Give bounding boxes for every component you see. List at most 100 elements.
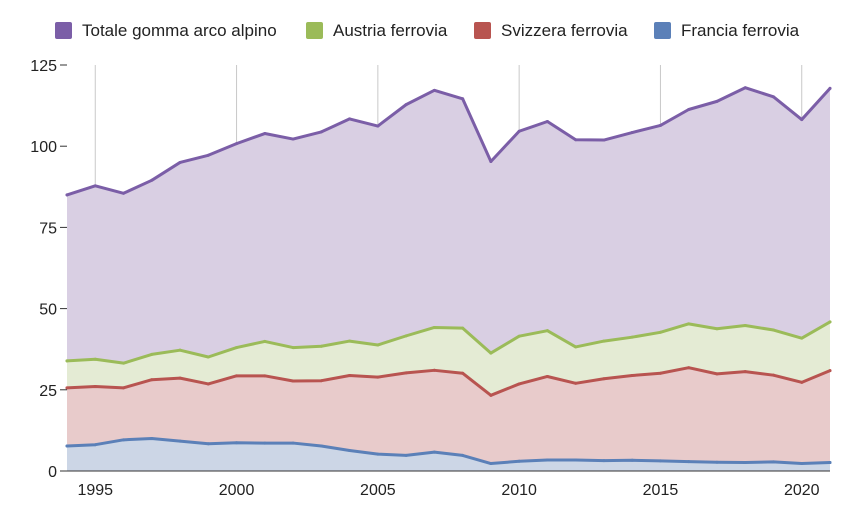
data-point-2-1998 (178, 348, 182, 352)
data-point-1-1997 (150, 178, 154, 182)
data-point-1-2008 (461, 97, 465, 101)
data-point-4-1996 (122, 438, 126, 442)
data-point-2-2007 (432, 325, 436, 329)
data-point-2-2003 (319, 344, 323, 348)
data-point-4-2017 (715, 460, 719, 464)
data-point-1-2005 (376, 124, 380, 128)
data-point-4-1999 (206, 442, 210, 446)
data-point-4-2021 (828, 461, 832, 465)
data-point-1-2002 (291, 137, 295, 141)
data-point-4-2007 (432, 450, 436, 454)
x-tick-label: 2010 (501, 482, 537, 499)
data-point-3-2021 (828, 369, 832, 373)
data-point-4-2018 (743, 461, 747, 465)
data-point-4-2020 (800, 462, 804, 466)
legend-item-francia-ferrovia: Francia ferrovia (654, 21, 800, 40)
data-point-2-2017 (715, 327, 719, 331)
legend-swatch (55, 22, 72, 39)
data-point-2-2001 (263, 339, 267, 343)
data-point-2-2013 (602, 339, 606, 343)
line-totale-gomma-arco-alpino (65, 86, 832, 197)
data-point-1-2015 (658, 123, 662, 127)
data-point-1-2006 (404, 103, 408, 107)
legend-label: Austria ferrovia (333, 21, 448, 40)
data-point-3-2012 (574, 381, 578, 385)
data-point-3-2015 (658, 371, 662, 375)
data-point-3-2007 (432, 368, 436, 372)
data-point-2-2012 (574, 345, 578, 349)
data-point-3-1995 (93, 385, 97, 389)
data-point-3-1996 (122, 386, 126, 390)
data-point-3-2014 (630, 374, 634, 378)
data-point-2-2005 (376, 343, 380, 347)
x-tick-label: 2015 (643, 482, 679, 499)
data-point-2-2014 (630, 335, 634, 339)
data-point-2-2021 (828, 320, 832, 324)
y-tick-label: 25 (39, 383, 57, 400)
data-point-2-2010 (517, 334, 521, 338)
data-point-1-2014 (630, 131, 634, 135)
y-tick-label: 50 (39, 302, 57, 319)
data-point-4-2002 (291, 441, 295, 445)
data-point-3-2001 (263, 374, 267, 378)
series-lines (65, 86, 832, 466)
legend-label: Francia ferrovia (681, 21, 800, 40)
data-point-1-2004 (348, 117, 352, 121)
legend-item-totale-gomma-arco-alpino: Totale gomma arco alpino (55, 21, 277, 40)
data-point-2-2011 (545, 329, 549, 333)
y-tick-label: 125 (30, 58, 57, 75)
data-point-1-2001 (263, 132, 267, 136)
axes: 0 25 50 75 100 125 1995 2000 2005 2010 2015 2020 (30, 58, 830, 499)
data-point-3-2019 (771, 373, 775, 377)
data-point-3-2000 (235, 374, 239, 378)
data-point-4-1997 (150, 437, 154, 441)
data-point-1-1994 (65, 193, 69, 197)
legend-item-austria-ferrovia: Austria ferrovia (306, 21, 448, 40)
data-point-4-1995 (93, 443, 97, 447)
data-point-1-2019 (771, 95, 775, 99)
data-point-4-2016 (687, 460, 691, 464)
data-point-3-2018 (743, 370, 747, 374)
data-point-4-2019 (771, 460, 775, 464)
data-point-2-1996 (122, 361, 126, 365)
y-tick-label: 0 (48, 464, 57, 481)
line-svizzera-ferrovia (65, 366, 832, 397)
data-point-3-2011 (545, 374, 549, 378)
data-point-1-2007 (432, 88, 436, 92)
data-point-3-2009 (489, 393, 493, 397)
data-point-1-2010 (517, 129, 521, 133)
x-tick-label: 1995 (77, 482, 113, 499)
data-point-4-2013 (602, 459, 606, 463)
legend: Totale gomma arco alpino Austria ferrovia… (55, 21, 800, 40)
data-point-2-2020 (800, 336, 804, 340)
data-point-1-2000 (235, 142, 239, 146)
data-point-2-1997 (150, 352, 154, 356)
data-point-1-2012 (574, 138, 578, 142)
data-point-1-2011 (545, 120, 549, 124)
x-tick-label: 2000 (219, 482, 255, 499)
data-point-2-2006 (404, 334, 408, 338)
data-point-1-2003 (319, 130, 323, 134)
data-point-3-2003 (319, 379, 323, 383)
y-tick-label: 75 (39, 220, 57, 237)
y-tick-label: 100 (30, 139, 57, 156)
data-point-2-2018 (743, 323, 747, 327)
data-point-3-2013 (602, 377, 606, 381)
data-point-3-1997 (150, 378, 154, 382)
data-point-4-2001 (263, 441, 267, 445)
x-tick-label: 2020 (784, 482, 820, 499)
data-point-3-2006 (404, 371, 408, 375)
data-point-2-2015 (658, 330, 662, 334)
data-point-2-2008 (461, 326, 465, 330)
data-point-1-1998 (178, 160, 182, 164)
data-point-4-2014 (630, 458, 634, 462)
legend-label: Svizzera ferrovia (501, 21, 628, 40)
data-point-4-2008 (461, 453, 465, 457)
data-point-3-1998 (178, 376, 182, 380)
data-point-1-2018 (743, 86, 747, 90)
data-point-1-2020 (800, 118, 804, 122)
data-point-2-2004 (348, 339, 352, 343)
data-point-3-2002 (291, 379, 295, 383)
